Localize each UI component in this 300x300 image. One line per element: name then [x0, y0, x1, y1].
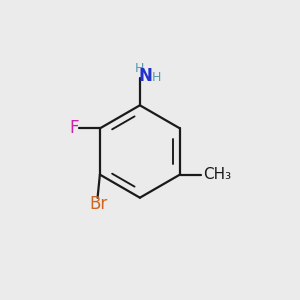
Text: F: F [69, 119, 79, 137]
Text: Br: Br [90, 195, 108, 213]
Text: H: H [152, 71, 161, 84]
Text: H: H [135, 62, 145, 75]
Text: N: N [139, 68, 153, 85]
Text: CH₃: CH₃ [203, 167, 231, 182]
